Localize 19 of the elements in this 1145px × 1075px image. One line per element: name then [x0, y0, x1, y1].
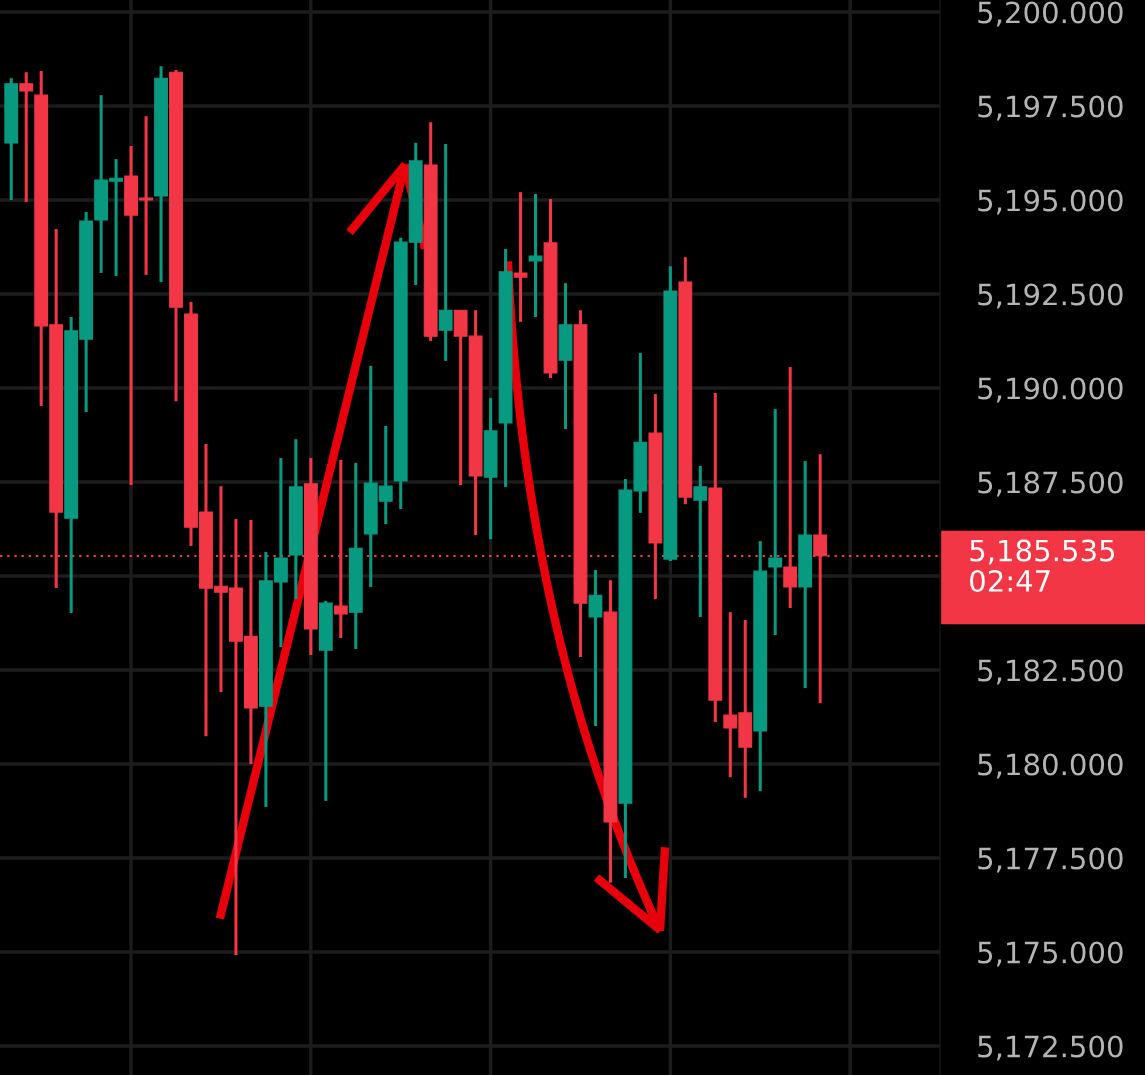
y-tick-label: 5,200.000 [978, 1, 1123, 27]
y-tick-label: 5,187.500 [978, 471, 1123, 497]
y-tick-label: 5,197.500 [978, 95, 1123, 121]
y-tick-label: 5,190.000 [978, 377, 1123, 403]
y-tick-label: 5,177.500 [978, 847, 1123, 873]
y-tick-label: 5,175.000 [978, 941, 1123, 967]
candlestick [513, 192, 528, 322]
ref-line-label: 5,185.535 02:47 [970, 539, 1115, 593]
y-tick-label: 5,180.000 [978, 753, 1123, 779]
y-tick-label: 5,192.500 [978, 283, 1123, 309]
candlestick [438, 144, 453, 361]
y-tick-label: 5,195.000 [978, 189, 1123, 215]
y-tick-label: 5,182.500 [978, 659, 1123, 685]
candlestick [768, 409, 783, 637]
candlestick [693, 464, 708, 618]
candlestick [19, 72, 34, 202]
candlestick [528, 194, 543, 317]
y-tick-label: 5,172.500 [978, 1035, 1123, 1061]
candlestick [588, 570, 603, 728]
